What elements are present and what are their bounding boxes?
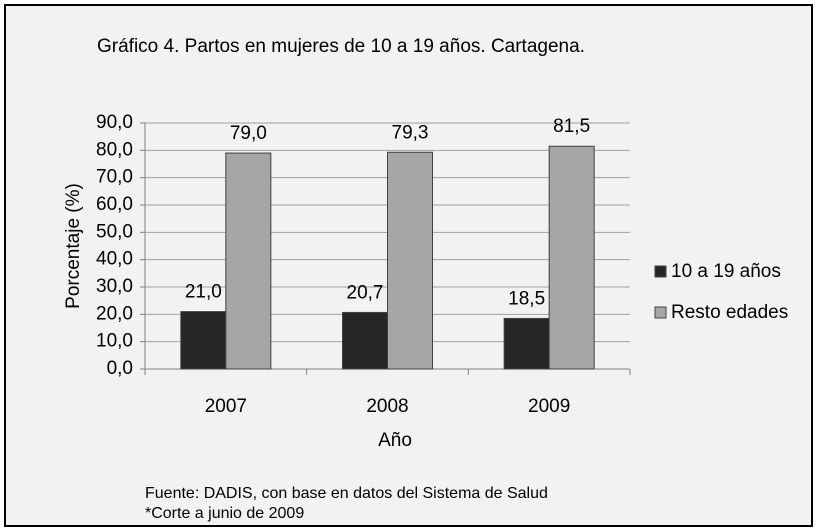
x-tick-label: 2008 (366, 396, 408, 417)
x-tick-label: 2007 (205, 396, 247, 417)
y-axis-label: Porcentaje (%) (63, 183, 84, 309)
value-label: 79,0 (230, 123, 267, 144)
note: *Corte a junio de 2009 (145, 505, 304, 522)
y-tick-label: 10,0 (96, 331, 133, 352)
legend-swatch (654, 265, 667, 278)
value-label: 18,5 (508, 288, 545, 309)
legend-swatch (654, 306, 667, 319)
value-label: 21,0 (185, 282, 222, 303)
legend-label: 10 a 19 años (671, 261, 781, 282)
y-tick-label: 80,0 (96, 139, 133, 160)
y-tick-label: 60,0 (96, 194, 133, 215)
legend-label: Resto edades (671, 302, 788, 323)
bar (503, 317, 550, 370)
y-tick-label: 70,0 (96, 167, 133, 188)
x-tick-label: 2009 (528, 396, 570, 417)
chart-title: Gráfico 4. Partos en mujeres de 10 a 19 … (97, 36, 585, 57)
y-tick-label: 20,0 (96, 303, 133, 324)
y-tick-label: 0,0 (107, 358, 133, 379)
y-tick-label: 90,0 (96, 112, 133, 133)
bar (225, 152, 272, 370)
source: Fuente: DADIS, con base en datos del Sis… (145, 485, 548, 502)
bar (387, 151, 433, 370)
bar (342, 311, 388, 370)
bar (180, 311, 227, 370)
y-tick-label: 50,0 (96, 221, 133, 242)
value-label: 81,5 (553, 116, 590, 137)
y-tick-label: 30,0 (96, 276, 133, 297)
value-label: 79,3 (392, 122, 429, 143)
y-tick-label: 40,0 (96, 249, 133, 270)
value-label: 20,7 (347, 282, 384, 303)
x-axis-label: Año (378, 430, 412, 451)
bar (548, 145, 595, 370)
